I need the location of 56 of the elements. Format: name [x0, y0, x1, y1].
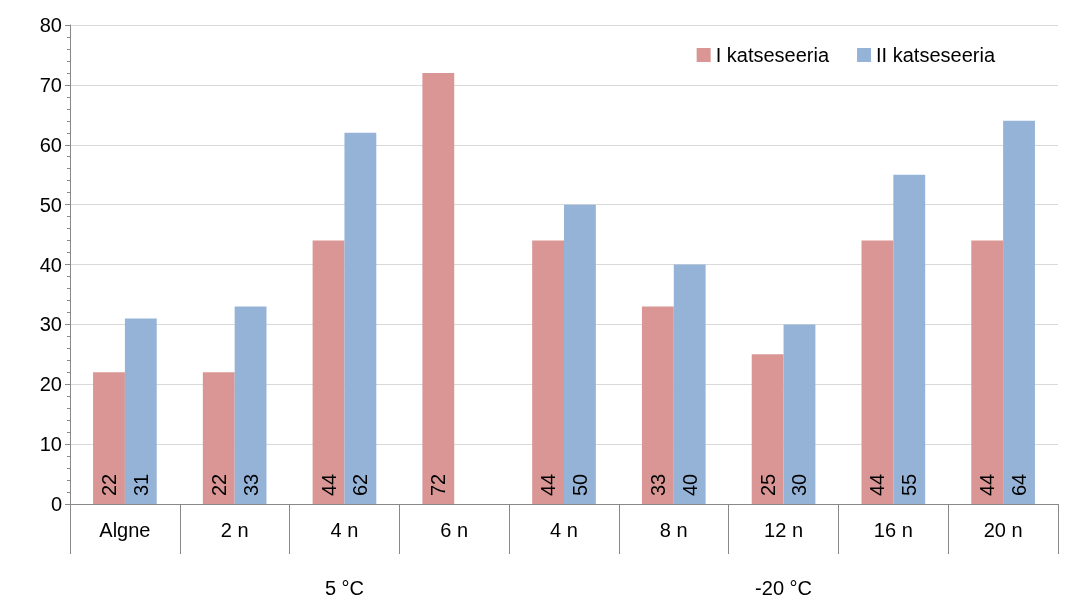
bar — [751, 354, 784, 504]
y-tick-label: 80 — [39, 14, 62, 36]
x-tick-label: 2 n — [220, 519, 249, 541]
x-tick-label: 4 n — [330, 519, 359, 541]
y-tick-label: 10 — [39, 433, 62, 456]
y-tick-label: 50 — [39, 193, 62, 216]
data-label: 64 — [1008, 473, 1031, 496]
x-tick-label: 6 n — [440, 519, 469, 541]
data-label: 55 — [898, 473, 921, 496]
bar — [312, 240, 345, 504]
data-label: 44 — [976, 473, 999, 496]
bar — [422, 72, 455, 504]
y-tick-label: 60 — [39, 133, 62, 156]
data-label: 62 — [349, 473, 372, 496]
x-tick-label: 12 n — [764, 519, 804, 541]
bar — [971, 240, 1004, 504]
data-label: 72 — [427, 473, 450, 496]
data-label: 31 — [129, 473, 152, 496]
y-tick-label: 30 — [39, 313, 62, 336]
bar — [893, 174, 926, 504]
text: 5 °C — [324, 577, 365, 599]
data-label: 22 — [97, 473, 120, 496]
data-label: 50 — [568, 473, 591, 496]
bar — [234, 306, 267, 504]
bar — [783, 324, 816, 504]
legend-label: I katseseeria — [715, 44, 830, 66]
x-tick-label: Algne — [99, 519, 151, 541]
y-tick-label: 0 — [50, 493, 62, 515]
data-label: 30 — [788, 473, 811, 496]
bar — [641, 306, 674, 504]
y-tick-label: 40 — [39, 253, 62, 276]
data-label: 44 — [866, 473, 889, 496]
x-tick-label: 16 n — [873, 519, 913, 541]
bar — [673, 264, 706, 504]
data-label: 40 — [678, 473, 701, 496]
bar — [124, 318, 157, 504]
data-label: 25 — [756, 473, 779, 496]
y-tick-label: 20 — [39, 373, 62, 396]
x-tick-label: 4 n — [550, 519, 578, 541]
data-label: 22 — [207, 473, 230, 496]
data-label: 44 — [317, 473, 340, 496]
y-tick-label: 70 — [39, 73, 62, 96]
bar — [202, 372, 235, 504]
bar — [861, 240, 894, 504]
bar — [564, 204, 596, 504]
bar — [1003, 120, 1035, 504]
legend-label: II katseseeria — [876, 44, 996, 66]
bar — [532, 240, 564, 504]
data-label: 33 — [646, 473, 669, 496]
x-tick-label: 20 n — [983, 519, 1023, 541]
data-label: 44 — [537, 473, 560, 496]
bar — [93, 372, 125, 504]
bar — [344, 132, 377, 504]
data-label: 33 — [239, 473, 262, 496]
x-tick-label: 8 n — [659, 519, 688, 541]
text: -20 °C — [755, 577, 813, 599]
